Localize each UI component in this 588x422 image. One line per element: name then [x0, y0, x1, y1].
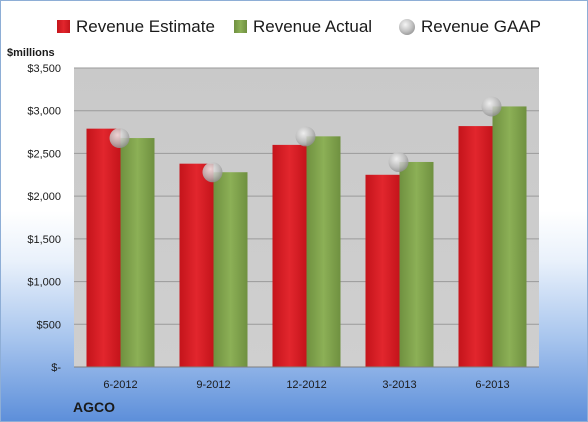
gaap-marker [109, 128, 130, 149]
legend-label-revenue-estimate: Revenue Estimate [76, 17, 215, 36]
x-tick-label: 12-2012 [286, 379, 326, 391]
bar-revenue-actual [213, 172, 248, 367]
x-tick-label: 3-2013 [382, 379, 416, 391]
legend-label-revenue-actual: Revenue Actual [253, 17, 372, 36]
bar-revenue-estimate [458, 126, 493, 367]
gaap-marker [295, 126, 316, 147]
y-tick-label: $3,500 [27, 63, 61, 75]
y-tick-label: $2,500 [27, 148, 61, 160]
legend-label-revenue-gaap: Revenue GAAP [421, 17, 541, 36]
gaap-marker [202, 162, 223, 183]
bar-revenue-actual [120, 138, 155, 367]
bar-revenue-actual [306, 136, 341, 367]
y-tick-label: $1,000 [27, 277, 61, 289]
bar-revenue-estimate [272, 144, 307, 367]
legend: Revenue Estimate Revenue Actual Revenue … [57, 17, 541, 36]
y-tick-label: $500 [37, 319, 61, 331]
gaap-marker [388, 151, 409, 172]
bar-revenue-actual [492, 106, 527, 367]
x-axis-ticks: 6-2012 9-2012 12-2012 3-2013 6-2013 [103, 379, 509, 391]
bar-revenue-estimate [365, 174, 400, 367]
x-tick-label: 6-2013 [475, 379, 509, 391]
company-label: AGCO [73, 399, 115, 415]
legend-swatch-revenue-estimate [57, 20, 70, 33]
legend-swatch-revenue-actual [234, 20, 247, 33]
y-axis-ticks: $- $500 $1,000 $1,500 $2,000 $2,500 $3,000 $3,5… [27, 63, 61, 374]
y-tick-label: $3,000 [27, 106, 61, 118]
bars [86, 106, 527, 367]
gaap-marker [481, 96, 502, 117]
y-tick-label: $1,500 [27, 234, 61, 246]
y-tick-label: $- [51, 362, 61, 374]
gaap-markers [109, 96, 502, 183]
legend-swatch-revenue-gaap [399, 19, 415, 35]
y-axis-unit-label: $millions [7, 47, 55, 59]
y-tick-label: $2,000 [27, 191, 61, 203]
bar-revenue-estimate [86, 128, 121, 367]
bar-revenue-actual [399, 161, 434, 367]
x-tick-label: 9-2012 [196, 379, 230, 391]
x-tick-label: 6-2012 [103, 379, 137, 391]
bar-revenue-estimate [179, 163, 214, 367]
